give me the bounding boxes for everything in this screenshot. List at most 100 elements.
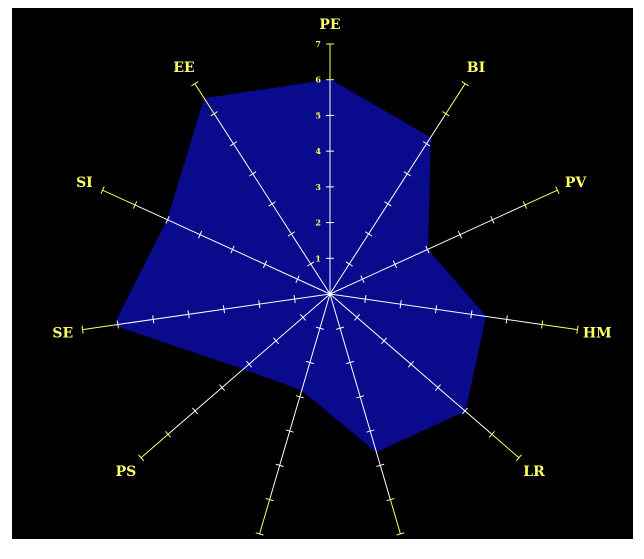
tick-t-5 <box>376 463 385 467</box>
tick-ax-4 <box>285 429 294 433</box>
tick-ps-4 <box>219 384 226 391</box>
tick-pv-2 <box>392 260 398 269</box>
axis-label-lr: LR <box>523 464 545 480</box>
tick-ee-2 <box>287 231 296 237</box>
axis-label-pe: PE <box>319 17 340 33</box>
tick-ax-2 <box>305 360 314 365</box>
tick-ee-6 <box>210 111 218 117</box>
tick-pv-4 <box>457 230 463 239</box>
tick-lr-5 <box>461 407 468 415</box>
data-area <box>113 79 487 453</box>
tick-bi-3 <box>384 201 392 207</box>
tick-bi-1 <box>345 261 353 267</box>
axis-label-hm: HM <box>583 325 612 341</box>
tick-ps-2 <box>273 337 280 345</box>
tick-label-5: 5 <box>315 110 321 120</box>
tick-t-6 <box>386 497 395 502</box>
labels-group: PEBIPVHMLRTAXPSSESIEE <box>52 17 612 480</box>
tick-ax-5 <box>275 463 284 467</box>
tick-t-3 <box>356 395 365 399</box>
tick-bi-6 <box>442 111 450 117</box>
ticks-group <box>81 43 579 536</box>
tick-ax-7 <box>255 532 264 536</box>
tick-t-1 <box>336 326 345 330</box>
tick-ps-7 <box>138 454 145 462</box>
tick-si-3 <box>230 245 235 254</box>
tick-si-4 <box>197 230 203 239</box>
tick-label-4: 4 <box>315 146 321 156</box>
tick-ee-7 <box>191 81 199 87</box>
tick-lr-1 <box>353 314 360 321</box>
tick-ee-5 <box>229 141 238 147</box>
tick-ps-1 <box>300 314 307 321</box>
tick-hm-2 <box>399 300 402 309</box>
axis-label-se: SE <box>52 325 73 341</box>
tick-hm-6 <box>541 320 544 329</box>
axis-label-ps: PS <box>116 464 137 480</box>
tick-se-7 <box>81 325 84 334</box>
tick-si-7 <box>100 186 105 194</box>
tick-si-1 <box>295 275 300 284</box>
tick-bi-4 <box>403 171 411 177</box>
tick-pv-7 <box>555 186 560 194</box>
axis-end-bi <box>445 83 466 114</box>
tick-ax-3 <box>295 395 304 399</box>
tick-si-5 <box>165 215 170 224</box>
tick-pv-1 <box>360 275 365 284</box>
tick-se-4 <box>187 310 190 319</box>
tick-se-6 <box>116 320 119 329</box>
tick-lr-4 <box>434 384 441 391</box>
tick-hm-3 <box>434 305 438 314</box>
tick-hm-4 <box>470 310 473 319</box>
tick-label-3: 3 <box>315 182 321 192</box>
tick-hm-5 <box>505 315 508 324</box>
tick-lr-2 <box>380 337 387 345</box>
axis-label-bi: BI <box>467 60 485 76</box>
tick-hm-1 <box>364 295 367 304</box>
axis-end-se <box>82 324 118 331</box>
axis-end-hm <box>542 324 578 331</box>
tick-labels-group: 1 2 3 4 5 6 7 <box>315 39 321 263</box>
tick-pv-6 <box>522 201 528 209</box>
tick-lr-3 <box>407 360 414 368</box>
tick-label-7: 7 <box>315 39 321 49</box>
axis-end-pv <box>525 189 558 206</box>
axis-label-si: SI <box>76 175 93 191</box>
axis-end-ee <box>194 83 215 114</box>
tick-se-2 <box>258 300 261 309</box>
tick-label-1: 1 <box>315 253 321 263</box>
tick-ax-1 <box>315 326 324 330</box>
tick-t-7 <box>396 532 405 536</box>
tick-ee-1 <box>307 261 315 267</box>
tick-hm-7 <box>576 325 579 334</box>
axis-end-si <box>102 189 135 206</box>
tick-bi-7 <box>461 81 469 87</box>
tick-lr-7 <box>515 454 522 462</box>
tick-bi-5 <box>422 141 431 147</box>
tick-label-2: 2 <box>315 218 321 228</box>
tick-si-6 <box>132 201 138 209</box>
tick-ee-4 <box>249 171 257 177</box>
tick-ps-5 <box>192 407 199 415</box>
axis-end-ps <box>140 434 168 459</box>
tick-ee-3 <box>268 201 276 207</box>
tick-pv-5 <box>490 215 495 224</box>
tick-se-1 <box>293 295 296 304</box>
tick-ps-6 <box>165 430 172 438</box>
axis-end-ax <box>259 500 270 535</box>
tick-se-3 <box>222 305 226 314</box>
tick-bi-2 <box>364 231 373 237</box>
tick-si-2 <box>262 260 268 269</box>
tick-se-5 <box>152 315 155 324</box>
tick-t-2 <box>346 360 355 365</box>
tick-pv-3 <box>425 245 430 254</box>
tick-ax-6 <box>265 497 274 502</box>
axis-end-t <box>390 500 401 535</box>
tick-lr-6 <box>488 430 495 438</box>
axis-label-ee: EE <box>173 60 194 76</box>
axis-end-lr <box>492 434 520 459</box>
tick-ps-3 <box>246 360 253 368</box>
tick-label-6: 6 <box>315 75 321 85</box>
